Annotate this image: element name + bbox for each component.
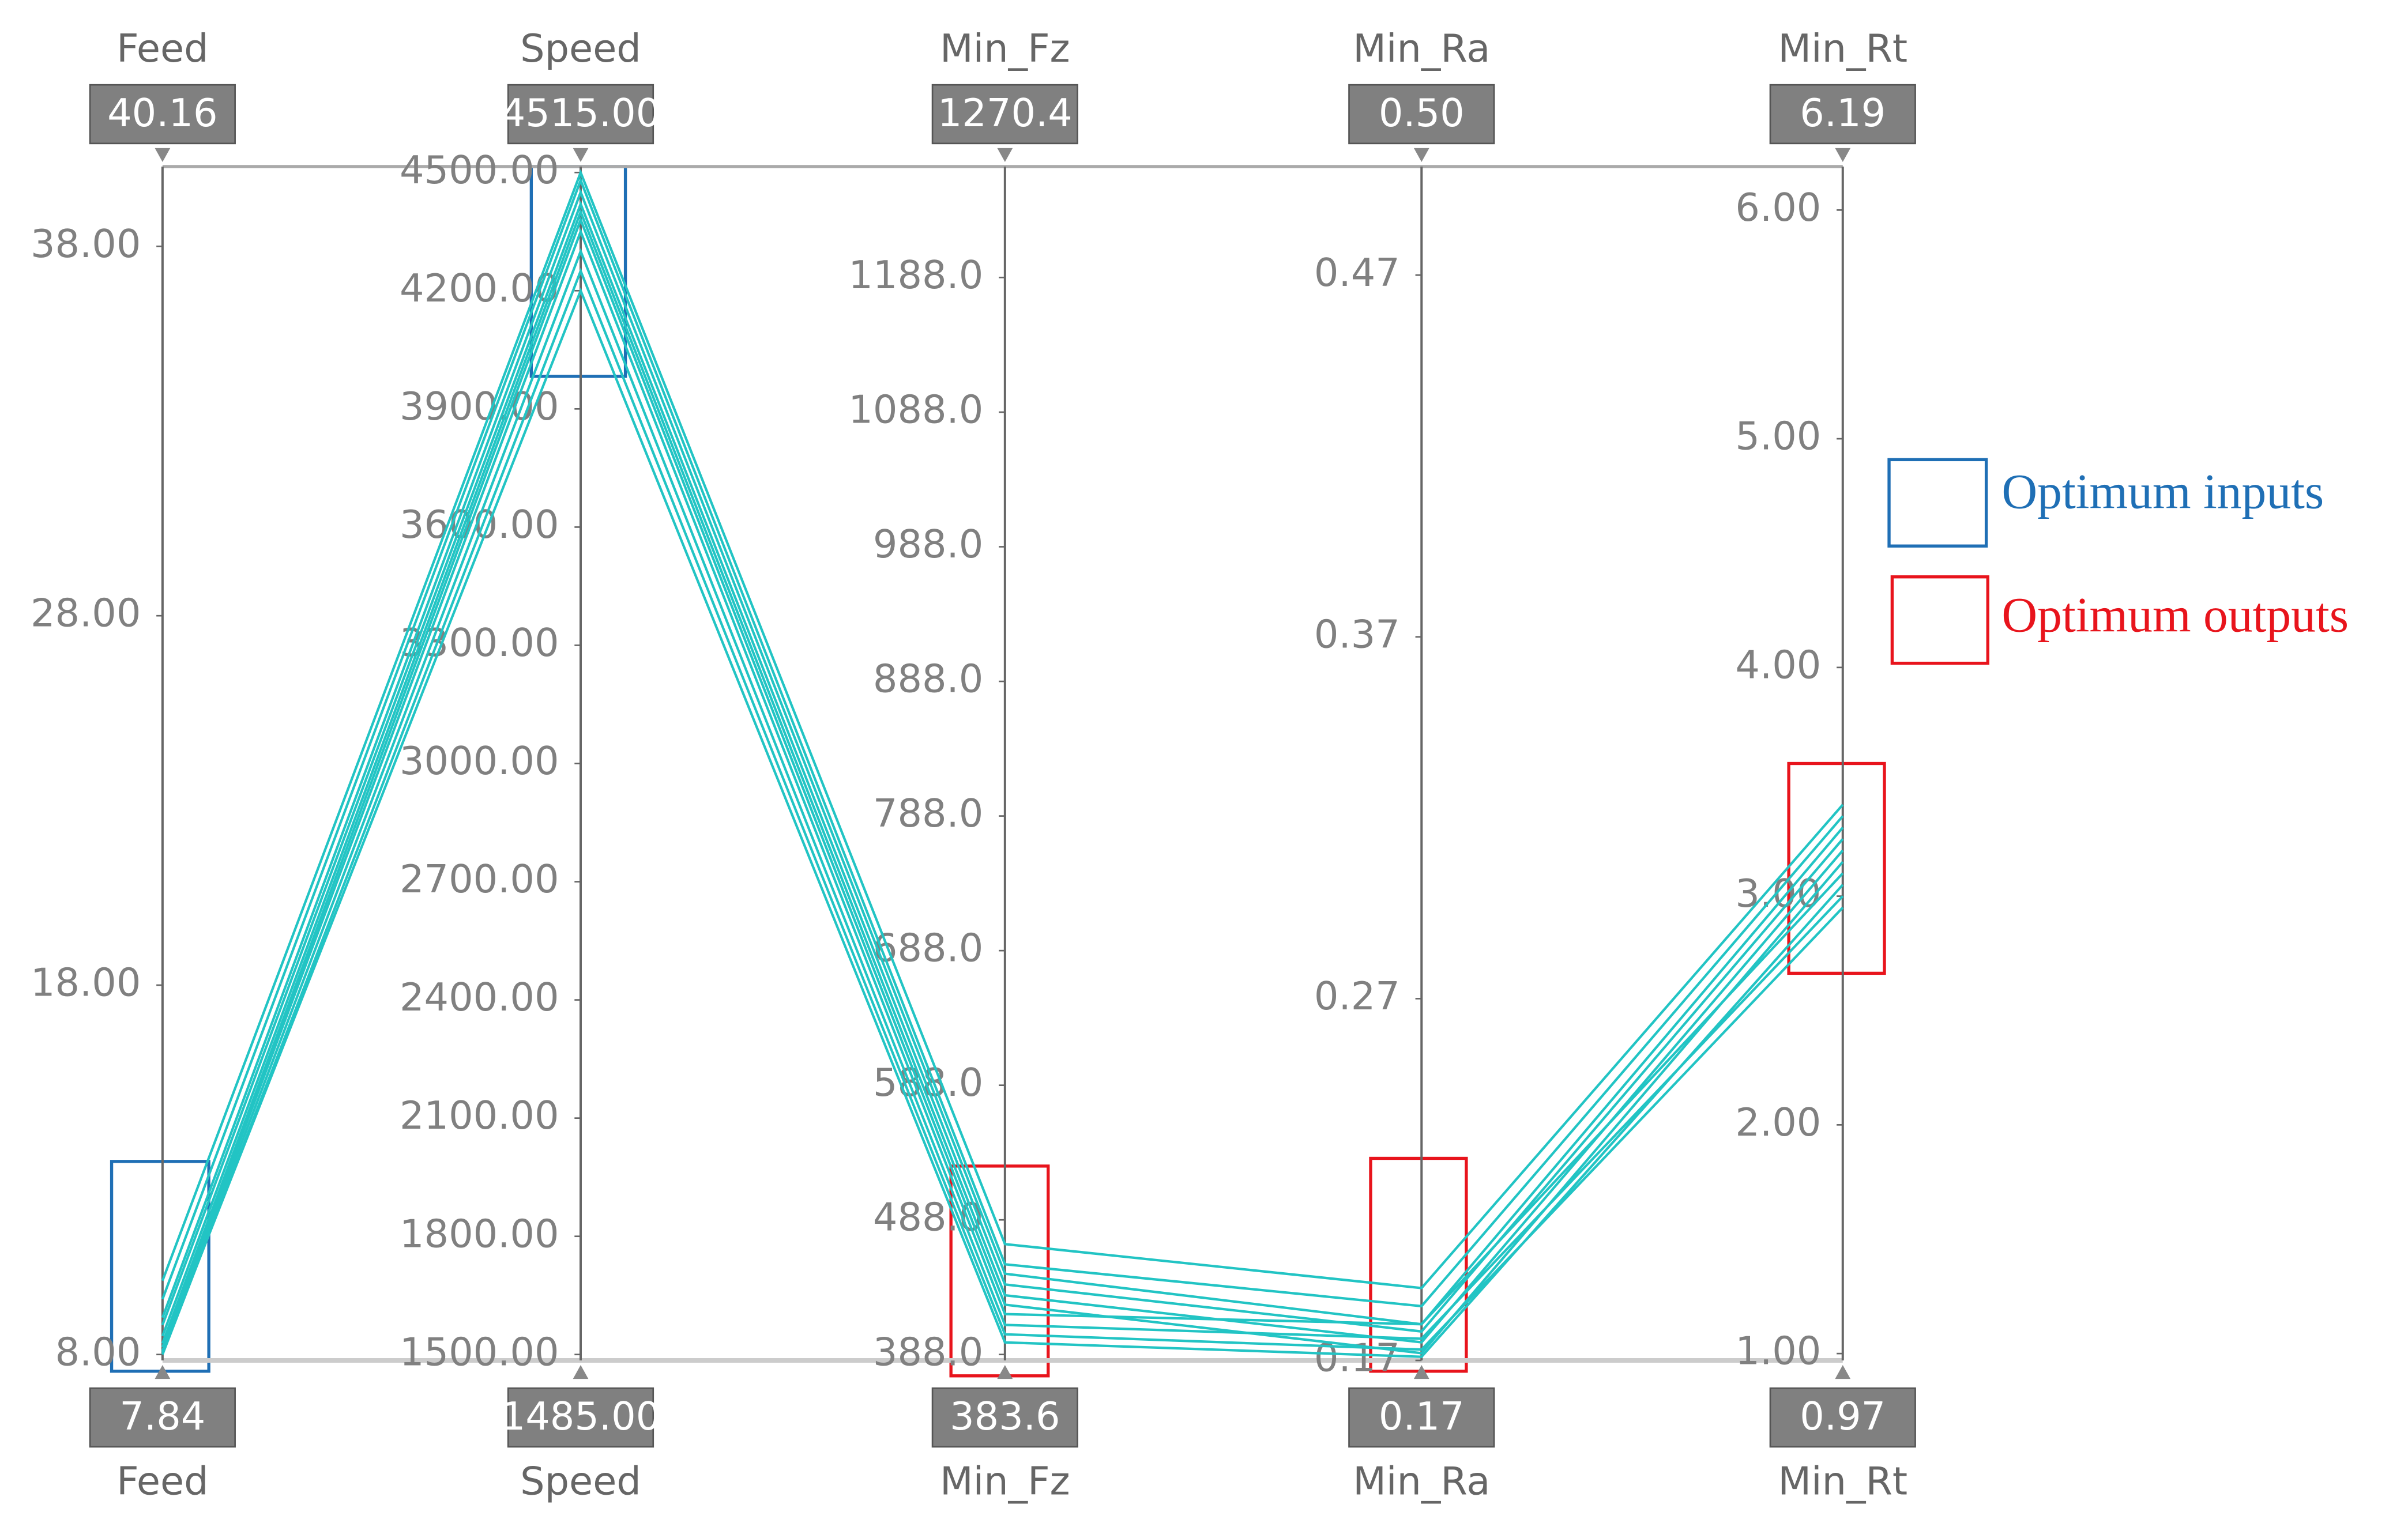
tick-label: 388.0 <box>873 1329 983 1374</box>
data-line <box>161 188 1844 1326</box>
axis-name: Min_Rt <box>1778 26 1907 71</box>
tick-label: 788.0 <box>873 791 983 836</box>
tick-label: 4500.00 <box>400 148 559 193</box>
range-box <box>1348 1387 1495 1448</box>
min-label: 383.6 <box>950 1394 1060 1439</box>
max-label: 40.16 <box>107 91 217 135</box>
tick-label: 6.00 <box>1735 185 1821 230</box>
data-line <box>161 176 1844 1308</box>
max-label: 0.50 <box>1379 91 1465 135</box>
range-box <box>507 84 654 145</box>
data-line <box>161 169 1844 1290</box>
range-handle <box>997 148 1013 162</box>
tick-label: 2400.00 <box>400 975 559 1020</box>
tick-label: 888.0 <box>873 657 983 702</box>
range-handle <box>1835 148 1851 162</box>
min-label: 1485.00 <box>501 1394 661 1439</box>
axis-name: Min_Ra <box>1353 1459 1490 1504</box>
min-label: 0.97 <box>1800 1394 1886 1439</box>
tick-label: 988.0 <box>873 522 983 567</box>
range-handle <box>155 1365 171 1379</box>
tick-label: 1.00 <box>1735 1329 1821 1374</box>
axis-name: Min_Ra <box>1353 26 1490 71</box>
axis-name: Speed <box>520 1459 641 1504</box>
max-label: 1270.4 <box>938 91 1073 135</box>
max-label: 6.19 <box>1800 91 1886 135</box>
range-box <box>507 1387 654 1448</box>
tick-label: 5.00 <box>1735 414 1821 459</box>
min-label: 7.84 <box>119 1394 205 1439</box>
data-line <box>161 208 1844 1344</box>
tick-label: 688.0 <box>873 926 983 971</box>
range-box <box>931 84 1078 145</box>
tick-label: 8.00 <box>55 1329 141 1374</box>
range-handle <box>997 1365 1013 1379</box>
range-box <box>931 1387 1078 1448</box>
range-box <box>89 84 236 145</box>
min-label: 0.17 <box>1379 1394 1465 1439</box>
tick-label: 4.00 <box>1735 642 1821 687</box>
tick-label: 2700.00 <box>400 857 559 902</box>
data-line <box>161 200 1844 1333</box>
tick-label: 38.00 <box>31 221 141 266</box>
range-handle <box>1413 148 1429 162</box>
tick-label: 3600.00 <box>400 502 559 547</box>
tick-label: 2.00 <box>1735 1100 1821 1145</box>
range-handle <box>573 1365 589 1379</box>
axis-name: Feed <box>116 26 209 71</box>
tick-label: 0.27 <box>1314 974 1400 1019</box>
legend-label: Optimum inputs <box>2001 464 2324 519</box>
axis-name: Speed <box>520 26 641 71</box>
tick-label: 1500.00 <box>400 1329 559 1374</box>
legend-swatch <box>1890 575 1989 665</box>
tick-label: 18.00 <box>31 960 141 1005</box>
tick-label: 0.37 <box>1314 612 1400 657</box>
axis-name: Min_Rt <box>1778 1459 1907 1504</box>
data-line <box>161 267 1844 1355</box>
data-line <box>161 248 1844 1352</box>
tick-label: 1800.00 <box>400 1211 559 1256</box>
range-box <box>1769 1387 1916 1448</box>
range-box <box>1348 84 1495 145</box>
tick-label: 0.47 <box>1314 250 1400 295</box>
tick-label: 3000.00 <box>400 738 559 783</box>
range-box <box>89 1387 236 1448</box>
range-handle <box>155 148 171 162</box>
range-handle <box>1835 1365 1851 1379</box>
tick-label: 1088.0 <box>848 387 983 432</box>
data-line <box>161 287 1844 1358</box>
tick-label: 28.00 <box>31 591 141 636</box>
range-handle <box>573 148 589 162</box>
axis-name: Min_Fz <box>940 1459 1070 1504</box>
tick-label: 3900.00 <box>400 384 559 429</box>
data-line <box>161 228 1844 1348</box>
axis-name: Feed <box>116 1459 209 1504</box>
range-handle <box>1413 1365 1429 1379</box>
axis-name: Min_Fz <box>940 26 1070 71</box>
legend-swatch <box>1887 458 1988 548</box>
range-box <box>1769 84 1916 145</box>
tick-label: 2100.00 <box>400 1093 559 1138</box>
legend-label: Optimum outputs <box>2001 587 2349 642</box>
max-label: 4515.00 <box>501 91 661 135</box>
tick-label: 1188.0 <box>848 252 983 297</box>
